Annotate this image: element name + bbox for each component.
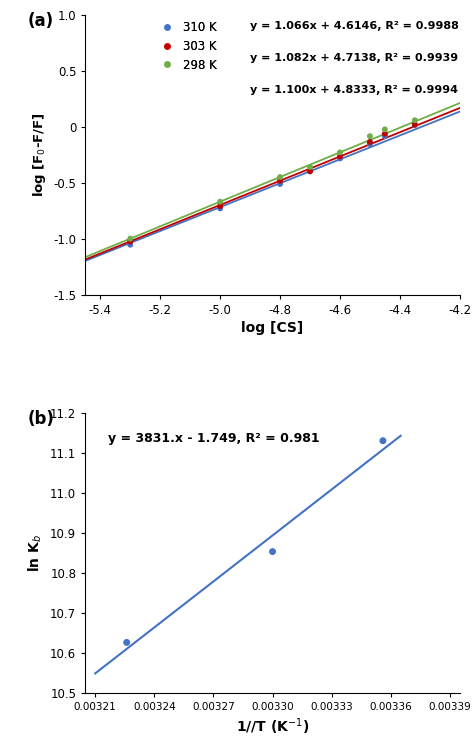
Point bbox=[127, 235, 134, 247]
Point bbox=[366, 138, 374, 150]
Point bbox=[306, 161, 314, 173]
Point bbox=[216, 200, 224, 212]
Text: (b): (b) bbox=[27, 410, 54, 428]
Point bbox=[276, 171, 284, 183]
Text: y = 1.100x + 4.8333, R² = 0.9994: y = 1.100x + 4.8333, R² = 0.9994 bbox=[250, 85, 458, 95]
Point bbox=[123, 636, 130, 648]
Y-axis label: log [F$_0$-F/F]: log [F$_0$-F/F] bbox=[31, 112, 48, 197]
Point bbox=[216, 196, 224, 208]
Point bbox=[381, 130, 389, 142]
Legend: 310 K, 303 K, 298 K: 310 K, 303 K, 298 K bbox=[155, 21, 217, 72]
Point bbox=[381, 124, 389, 136]
Point bbox=[411, 114, 419, 126]
X-axis label: log [CS]: log [CS] bbox=[241, 321, 304, 335]
Point bbox=[411, 118, 419, 130]
Y-axis label: ln K$_b$: ln K$_b$ bbox=[27, 533, 45, 572]
Point bbox=[366, 130, 374, 142]
Point bbox=[216, 203, 224, 215]
Point bbox=[379, 435, 387, 447]
Text: y = 1.082x + 4.7138, R² = 0.9939: y = 1.082x + 4.7138, R² = 0.9939 bbox=[250, 53, 458, 63]
X-axis label: 1//T (K$^{-1}$): 1//T (K$^{-1}$) bbox=[236, 716, 309, 737]
Point bbox=[336, 150, 344, 162]
Point bbox=[411, 119, 419, 131]
Point bbox=[366, 136, 374, 148]
Point bbox=[127, 232, 134, 244]
Point bbox=[127, 238, 134, 250]
Text: y = 3831.x - 1.749, R² = 0.981: y = 3831.x - 1.749, R² = 0.981 bbox=[108, 432, 319, 446]
Point bbox=[276, 178, 284, 190]
Text: y = 1.066x + 4.6146, R² = 0.9988: y = 1.066x + 4.6146, R² = 0.9988 bbox=[250, 21, 459, 31]
Point bbox=[336, 153, 344, 165]
Point bbox=[381, 127, 389, 139]
Text: (a): (a) bbox=[27, 12, 54, 30]
Point bbox=[336, 147, 344, 159]
Point bbox=[306, 165, 314, 177]
Point bbox=[269, 545, 276, 557]
Point bbox=[306, 165, 314, 177]
Point bbox=[276, 175, 284, 187]
